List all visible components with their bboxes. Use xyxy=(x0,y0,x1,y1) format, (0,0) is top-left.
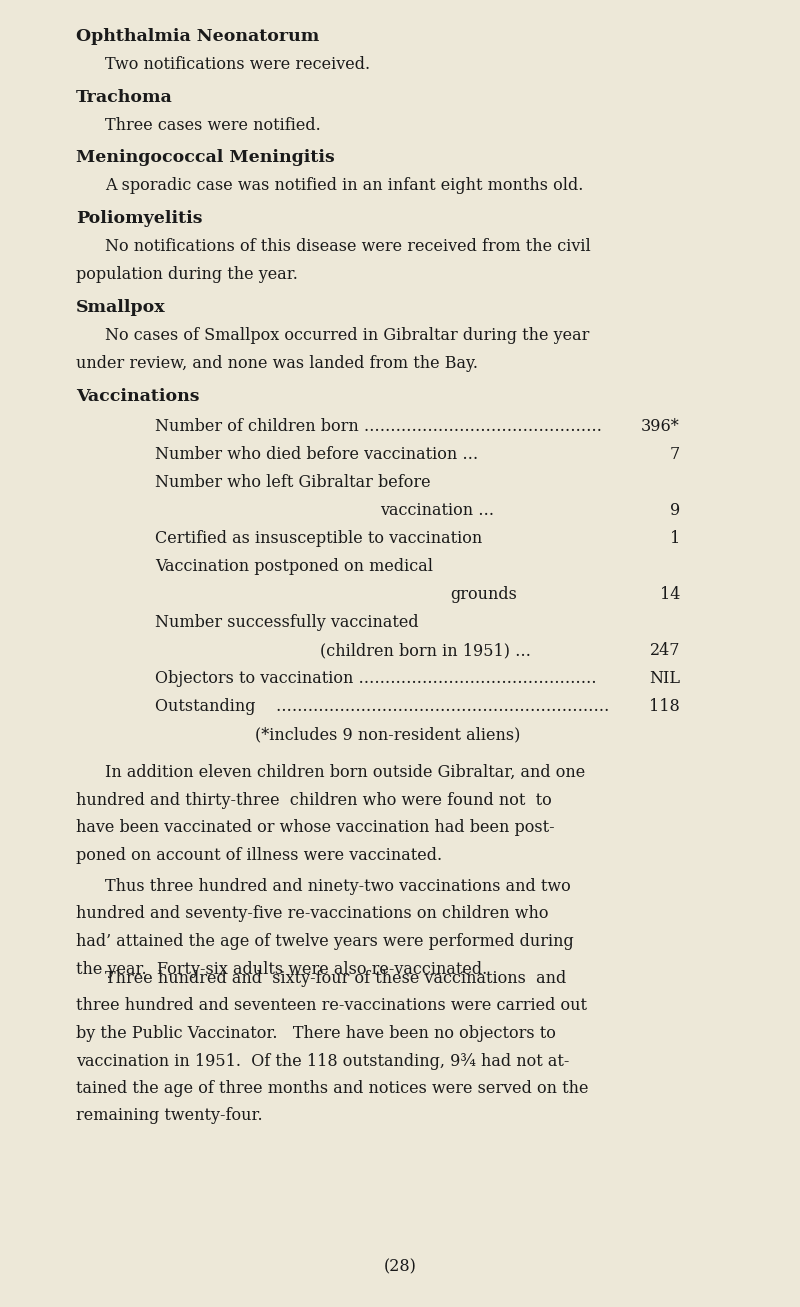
Text: NIL: NIL xyxy=(649,670,680,687)
Text: In addition eleven children born outside Gibraltar, and one: In addition eleven children born outside… xyxy=(105,765,586,782)
Text: hundred and thirty-three  children who were found not  to: hundred and thirty-three children who we… xyxy=(76,792,552,809)
Text: Smallpox: Smallpox xyxy=(76,299,166,316)
Text: Objectors to vaccination ………………………………………: Objectors to vaccination ……………………………………… xyxy=(155,670,597,687)
Text: 7: 7 xyxy=(670,446,680,463)
Text: Three cases were notified.: Three cases were notified. xyxy=(105,118,321,135)
Text: (*includes 9 non-resident aliens): (*includes 9 non-resident aliens) xyxy=(255,725,520,742)
Text: No notifications of this disease were received from the civil: No notifications of this disease were re… xyxy=(105,238,590,255)
Text: Three hundred and  sixty-four of these vaccinations  and: Three hundred and sixty-four of these va… xyxy=(105,970,566,987)
Text: had’ attained the age of twelve years were performed during: had’ attained the age of twelve years we… xyxy=(76,933,574,950)
Text: Vaccination postponed on medical: Vaccination postponed on medical xyxy=(155,558,433,575)
Text: Meningococcal Meningitis: Meningococcal Meningitis xyxy=(76,149,334,166)
Text: (children born in 1951) …: (children born in 1951) … xyxy=(320,642,531,659)
Text: Trachoma: Trachoma xyxy=(76,89,173,106)
Text: No cases of Smallpox occurred in Gibraltar during the year: No cases of Smallpox occurred in Gibralt… xyxy=(105,327,590,344)
Text: 118: 118 xyxy=(650,698,680,715)
Text: by the Public Vaccinator.   There have been no objectors to: by the Public Vaccinator. There have bee… xyxy=(76,1025,556,1042)
Text: tained the age of three months and notices were served on the: tained the age of three months and notic… xyxy=(76,1080,589,1097)
Text: Vaccinations: Vaccinations xyxy=(76,388,199,405)
Text: Two notifications were received.: Two notifications were received. xyxy=(105,56,370,73)
Text: Outstanding    ………………………………………………………: Outstanding ……………………………………………………… xyxy=(155,698,610,715)
Text: grounds: grounds xyxy=(450,586,517,603)
Text: 14: 14 xyxy=(660,586,680,603)
Text: Ophthalmia Neonatorum: Ophthalmia Neonatorum xyxy=(76,27,319,44)
Text: Thus three hundred and ninety-two vaccinations and two: Thus three hundred and ninety-two vaccin… xyxy=(105,878,570,895)
Text: under review, and none was landed from the Bay.: under review, and none was landed from t… xyxy=(76,356,478,372)
Text: vaccination …: vaccination … xyxy=(380,502,494,519)
Text: vaccination in 1951.  Of the 118 outstanding, 9¾ had not at-: vaccination in 1951. Of the 118 outstand… xyxy=(76,1052,570,1069)
Text: hundred and seventy-five re-vaccinations on children who: hundred and seventy-five re-vaccinations… xyxy=(76,906,549,923)
Text: Certified as insusceptible to vaccination: Certified as insusceptible to vaccinatio… xyxy=(155,531,482,548)
Text: A sporadic case was notified in an infant eight months old.: A sporadic case was notified in an infan… xyxy=(105,176,583,193)
Text: population during the year.: population during the year. xyxy=(76,267,298,284)
Text: Poliomyelitis: Poliomyelitis xyxy=(76,210,202,227)
Text: remaining twenty-four.: remaining twenty-four. xyxy=(76,1107,262,1124)
Text: Number who died before vaccination …: Number who died before vaccination … xyxy=(155,446,478,463)
Text: the year.  Forty-six adults were also re-vaccinated.: the year. Forty-six adults were also re-… xyxy=(76,961,487,978)
Text: poned on account of illness were vaccinated.: poned on account of illness were vaccina… xyxy=(76,847,442,864)
Text: 247: 247 xyxy=(650,642,680,659)
Text: 9: 9 xyxy=(670,502,680,519)
Text: 1: 1 xyxy=(670,531,680,548)
Text: Number of children born ………………………………………: Number of children born ……………………………………… xyxy=(155,418,602,435)
Text: have been vaccinated or whose vaccination had been post-: have been vaccinated or whose vaccinatio… xyxy=(76,819,554,836)
Text: (28): (28) xyxy=(383,1259,417,1276)
Text: 396*: 396* xyxy=(642,418,680,435)
Text: Number who left Gibraltar before: Number who left Gibraltar before xyxy=(155,474,430,491)
Text: Number successfully vaccinated: Number successfully vaccinated xyxy=(155,614,418,631)
Text: three hundred and seventeen re-vaccinations were carried out: three hundred and seventeen re-vaccinati… xyxy=(76,997,587,1014)
